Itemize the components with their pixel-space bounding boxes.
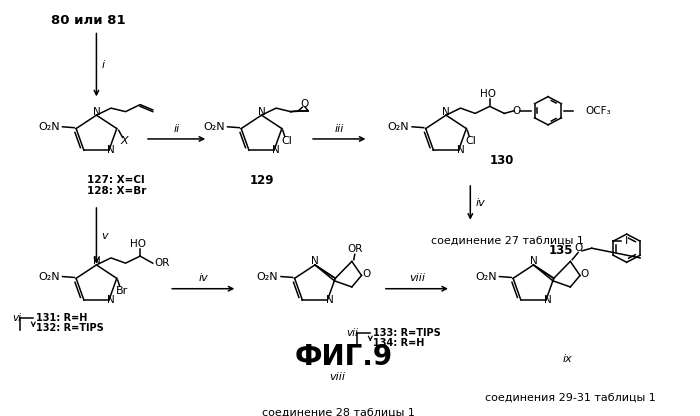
Text: 132: R=TIPS: 132: R=TIPS [36,323,104,333]
Text: 131: R=H: 131: R=H [36,313,88,323]
Text: HO: HO [480,89,496,99]
Text: OR: OR [347,244,363,254]
Text: O₂N: O₂N [257,272,278,282]
Text: N: N [530,256,538,266]
Text: N: N [456,145,464,155]
Text: ФИГ.9: ФИГ.9 [295,342,393,371]
Text: vii: vii [346,328,358,338]
Text: N: N [92,106,100,116]
Text: соединение 27 таблицы 1: соединение 27 таблицы 1 [431,235,584,245]
Text: O: O [300,99,309,109]
Text: I: I [625,236,629,246]
Text: X: X [120,136,128,146]
Text: v: v [102,231,108,241]
Text: Cl: Cl [281,136,292,146]
Text: OCF₃: OCF₃ [585,106,610,116]
Text: 133: R=TIPS: 133: R=TIPS [373,328,441,338]
Text: O₂N: O₂N [475,272,497,282]
Text: 129: 129 [249,174,274,187]
Text: iii: iii [335,124,344,134]
Text: ii: ii [174,124,180,134]
Text: 127: X=Cl: 127: X=Cl [87,176,144,186]
Text: O: O [513,106,521,116]
Text: соединение 28 таблицы 1: соединение 28 таблицы 1 [262,407,414,416]
Text: N: N [442,106,450,116]
Text: N: N [107,295,115,305]
Text: N: N [326,295,333,305]
Text: O: O [574,243,582,253]
Text: O₂N: O₂N [38,272,60,282]
Text: iv: iv [475,198,485,208]
Text: N: N [258,106,265,116]
Text: 134: R=H: 134: R=H [373,338,425,348]
Text: iv: iv [198,273,208,283]
Text: i: i [102,60,104,70]
Text: 135: 135 [548,244,573,258]
Text: vi: vi [12,313,21,323]
Text: N: N [107,145,115,155]
Text: Cl: Cl [466,136,477,146]
Text: HO: HO [130,239,146,249]
Text: O₂N: O₂N [203,122,225,132]
Text: O₂N: O₂N [38,122,60,132]
Text: O₂N: O₂N [388,122,409,132]
Text: соединения 29-31 таблицы 1: соединения 29-31 таблицы 1 [485,392,656,402]
Text: O: O [581,269,589,279]
Text: OR: OR [155,258,170,268]
Text: 128: X=Br: 128: X=Br [87,186,146,196]
Text: O: O [363,269,370,279]
Text: N: N [92,256,100,266]
Text: viii: viii [409,273,425,283]
Text: N: N [272,145,280,155]
Text: N: N [311,256,318,266]
Text: N: N [544,295,552,305]
Text: ix: ix [563,354,573,364]
Text: viii: viii [330,372,346,382]
Text: 130: 130 [490,154,514,168]
Text: 80 или 81: 80 или 81 [51,14,125,27]
Text: Br: Br [116,286,127,296]
